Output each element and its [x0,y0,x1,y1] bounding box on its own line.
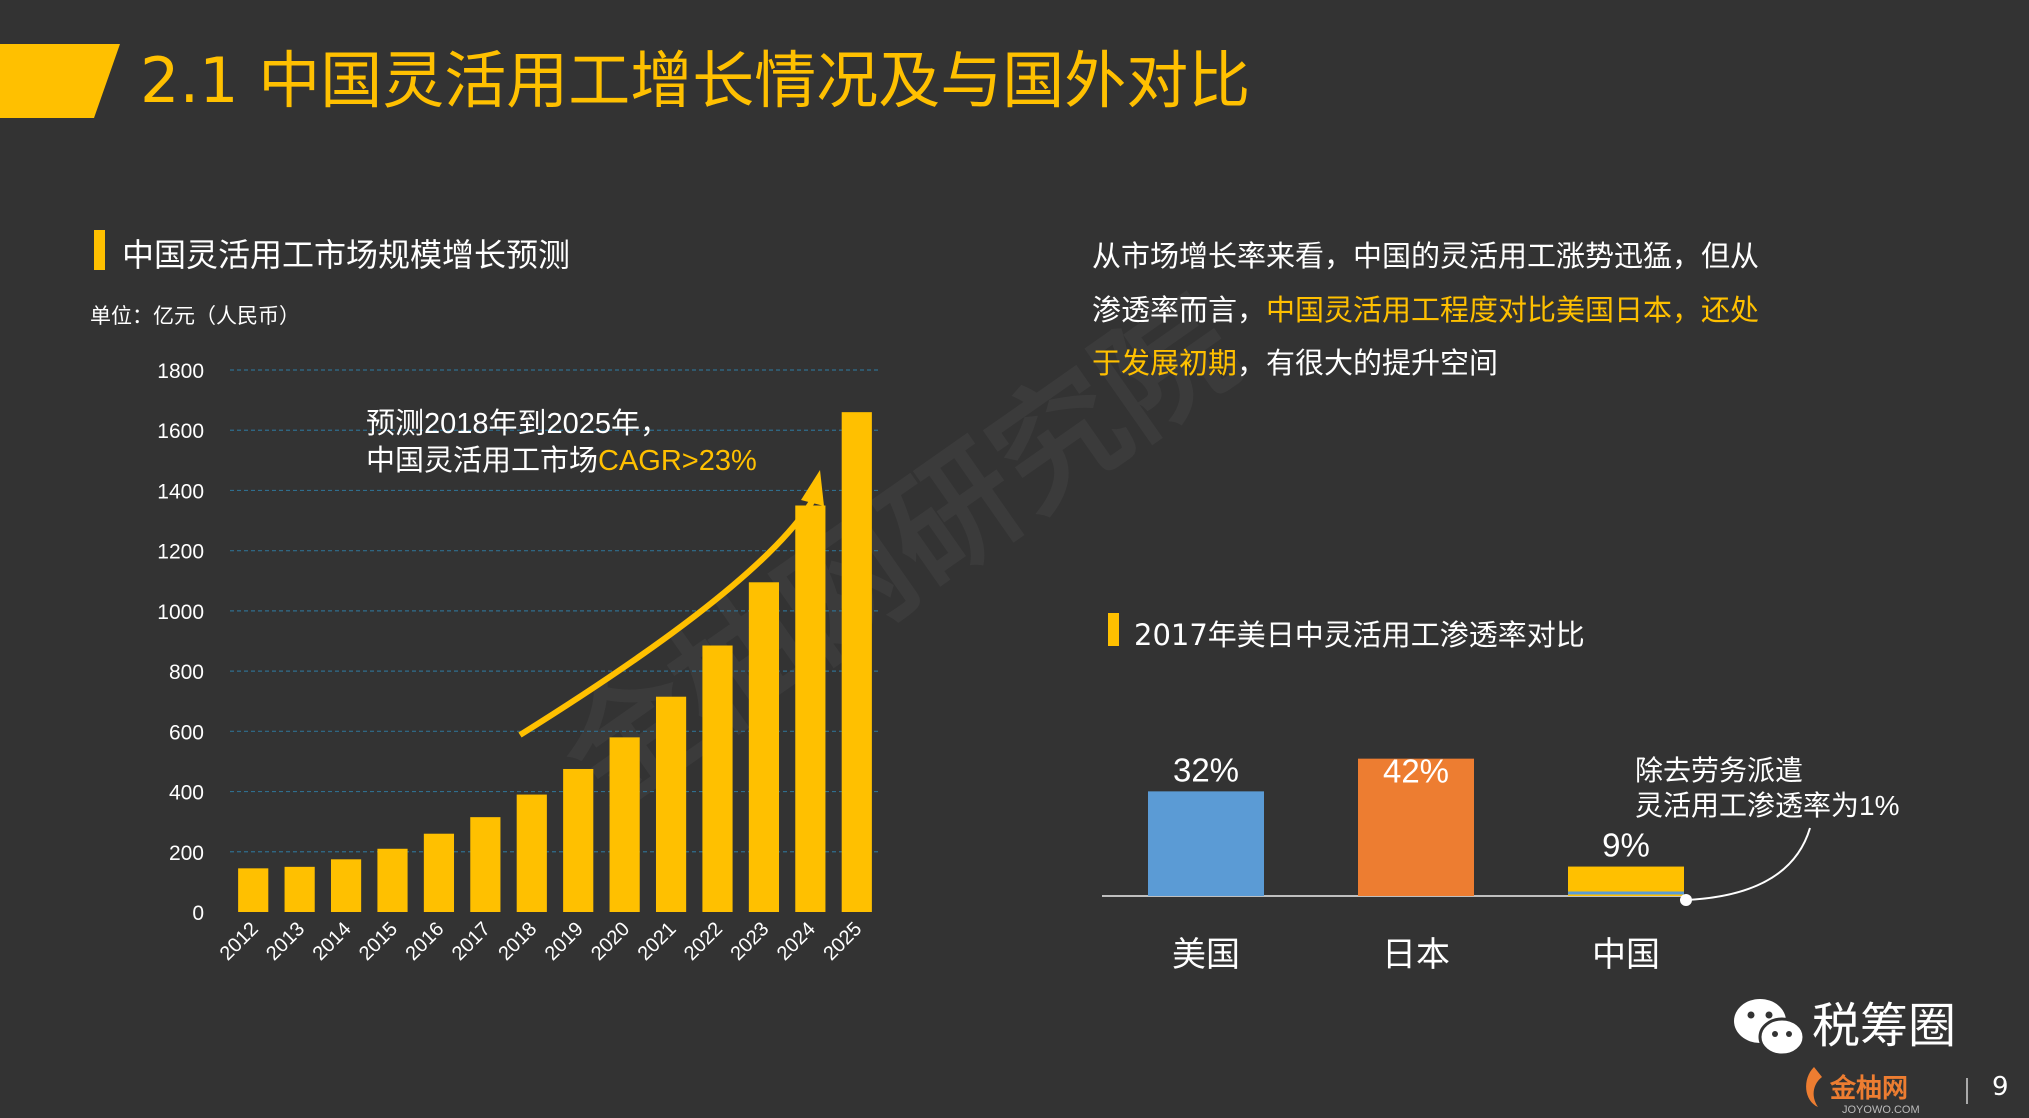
bar-2015 [377,848,408,912]
x-tick-label: 2016 [401,918,448,965]
bar-日本 [1358,758,1474,896]
y-tick-label: 1800 [157,360,204,383]
wechat-brand: 税筹圈 [1734,999,1956,1057]
bar-2021 [655,696,687,912]
annotation-line1: 预测2018年到2025年， [366,407,669,440]
logo-mark-icon [1806,1067,1822,1107]
y-tick-label: 1000 [157,601,204,624]
y-tick-label: 0 [192,902,204,925]
x-tick-label: 2019 [541,918,588,965]
x-tick-label: 2020 [587,918,634,965]
y-tick-label: 600 [169,721,204,744]
title-accent-bar [0,44,120,118]
bar-2020 [609,737,640,912]
y-tick-label: 1400 [157,480,204,503]
y-tick-label: 800 [169,661,204,684]
logo-subtext: JOYOWO.COM [1842,1104,1920,1116]
x-tick-label: 2024 [773,918,820,965]
x-tick-label: 2013 [262,918,309,965]
wechat-account-name: 税筹圈 [1812,1000,1956,1053]
category-label: 美国 [1172,936,1240,974]
bar-2017 [470,817,501,912]
bar-2023 [748,582,780,912]
bar-中国 [1568,866,1684,896]
x-tick-label: 2023 [726,918,773,965]
summary-line3-highlight: 于发展初期 [1092,346,1238,380]
x-tick-label: 2015 [355,918,402,965]
x-tick-label: 2022 [680,918,727,965]
bar-2012 [238,868,269,912]
section-marker [94,230,105,270]
page-number-separator [1966,1078,1968,1104]
bar-2024 [795,505,826,912]
bar-2018 [516,794,547,912]
annotation-line2: 中国灵活用工市场CAGR>23% [366,444,757,477]
summary-line3: 于发展初期，有很大的提升空间 [1092,337,1812,390]
y-tick-label: 400 [169,782,204,805]
left-section-title: 中国灵活用工市场规模增长预测 [122,236,571,274]
company-logo: 金柚网 JOYOWO.COM [1806,1067,1920,1116]
bar-2016 [423,833,455,912]
section-marker [1108,613,1119,646]
bar-2022 [702,645,733,912]
bar-2019 [563,768,594,912]
value-label: 32% [1173,751,1239,788]
summary-line2-highlight: 中国灵活用工程度对比美国日本，还处 [1266,293,1760,327]
bar-美国 [1148,791,1264,896]
summary-line3-suffix: ，有很大的提升空间 [1237,346,1499,380]
x-tick-label: 2017 [448,918,495,965]
wechat-icon [1734,999,1806,1057]
callout-line1: 除去劳务派遣 [1635,755,1803,786]
y-tick-label: 1200 [157,541,204,564]
page-title: 2.1 中国灵活用工增长情况及与国外对比 [140,44,1251,117]
growth-arrow [518,498,816,738]
x-tick-label: 2012 [216,918,263,965]
right-section-title: 2017年美日中灵活用工渗透率对比 [1134,618,1585,652]
category-label: 日本 [1382,936,1450,974]
y-tick-label: 200 [169,842,204,865]
summary-line1: 从市场增长率来看，中国的灵活用工涨势迅猛，但从 [1092,239,1760,273]
callout-line [1685,827,1811,901]
x-tick-label: 2025 [819,918,866,965]
x-tick-label: 2014 [309,918,356,965]
callout-line2: 灵活用工渗透率为1% [1635,790,1899,821]
value-label: 42% [1383,753,1449,790]
bar-2025 [841,412,872,912]
value-label: 9% [1602,827,1650,864]
summary-line2: 渗透率而言，中国灵活用工程度对比美国日本，还处 [1092,284,1812,337]
bar-2014 [330,859,362,912]
growth-arrow-head [801,470,824,506]
summary-line2-prefix: 渗透率而言， [1092,293,1267,327]
logo-text: 金柚网 [1829,1073,1908,1103]
penetration-bar-chart: 32% 美国 42% 日本 9% 中国 除去劳务派遣 灵活用工渗透率为1% [1102,751,1899,974]
bar-2013 [284,866,315,912]
category-label: 中国 [1592,936,1660,974]
y-tick-label: 1600 [157,420,204,443]
page-number: 9 [1992,1072,2009,1102]
x-tick-label: 2018 [494,918,541,965]
unit-label: 单位：亿元（人民币） [90,304,300,328]
x-tick-label: 2021 [634,918,681,965]
